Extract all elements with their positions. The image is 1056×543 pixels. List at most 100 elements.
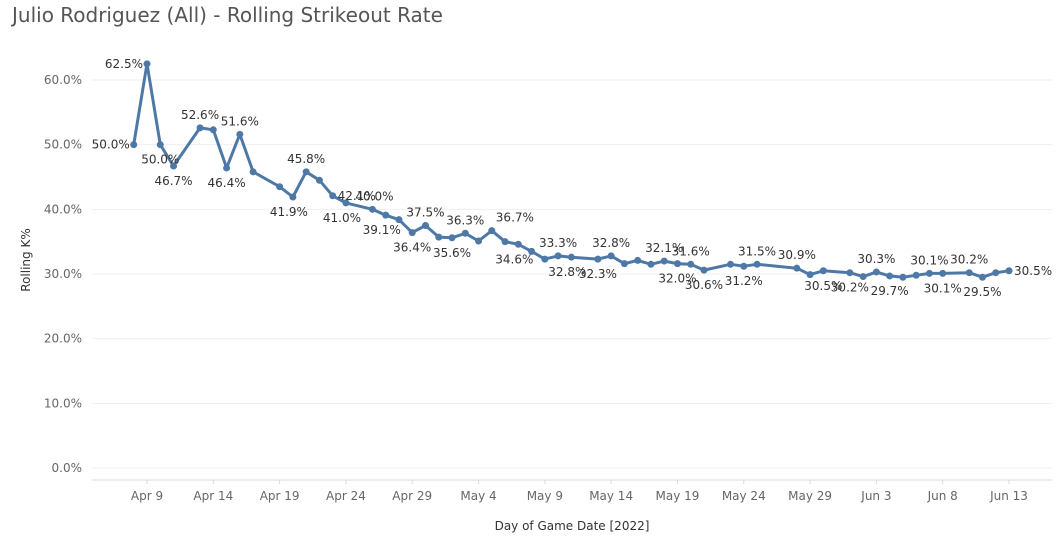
x-tick-label: May 9: [527, 489, 563, 503]
data-label: 45.8%: [287, 152, 325, 166]
data-point[interactable]: [965, 269, 973, 277]
data-point[interactable]: [249, 168, 257, 176]
data-point[interactable]: [673, 260, 681, 268]
data-point[interactable]: [846, 269, 854, 277]
data-point[interactable]: [541, 255, 549, 263]
data-point[interactable]: [819, 267, 827, 275]
data-point[interactable]: [886, 272, 894, 280]
data-point[interactable]: [1005, 267, 1013, 275]
x-tick-label: Jun 3: [860, 489, 891, 503]
data-point[interactable]: [156, 141, 164, 149]
x-tick-label: May 24: [722, 489, 766, 503]
data-point[interactable]: [793, 264, 801, 272]
data-point[interactable]: [727, 260, 735, 268]
data-point[interactable]: [528, 247, 536, 255]
data-label: 46.4%: [208, 176, 246, 190]
data-point[interactable]: [567, 253, 575, 261]
data-label: 32.3%: [579, 267, 617, 281]
data-point[interactable]: [647, 260, 655, 268]
data-point[interactable]: [872, 268, 880, 276]
data-label: 42.1%: [338, 189, 376, 203]
data-point[interactable]: [753, 260, 761, 268]
y-tick-label: 30.0%: [44, 267, 82, 281]
data-point[interactable]: [634, 256, 642, 264]
data-point[interactable]: [448, 234, 456, 242]
data-point[interactable]: [607, 252, 615, 260]
data-label: 29.5%: [963, 285, 1001, 299]
data-label: 36.4%: [393, 241, 431, 255]
data-point[interactable]: [315, 176, 323, 184]
data-point[interactable]: [992, 269, 1000, 277]
data-label: 30.3%: [857, 252, 895, 266]
data-point[interactable]: [130, 141, 138, 149]
x-axis: Apr 9 Apr 14 Apr 19 Apr 24 Apr 29 May 4 May 9 M…: [131, 480, 1028, 503]
x-tick-label: Apr 29: [392, 489, 432, 503]
data-point[interactable]: [700, 266, 708, 274]
data-points: [130, 60, 1013, 281]
x-tick-label: Jun 8: [927, 489, 958, 503]
data-point[interactable]: [806, 271, 814, 279]
data-point[interactable]: [209, 126, 217, 134]
data-label: 30.2%: [831, 281, 869, 295]
y-axis-title: Rolling K%: [19, 228, 33, 291]
data-label: 39.1%: [363, 223, 401, 237]
data-point[interactable]: [620, 260, 628, 268]
data-point[interactable]: [978, 273, 986, 281]
data-point[interactable]: [289, 193, 297, 201]
data-point[interactable]: [170, 162, 178, 170]
data-label: 31.6%: [672, 244, 710, 258]
data-labels: 50.0% 62.5% 50.0% 46.7% 52.6% 46.4% 51.6% 41.9%…: [92, 57, 1053, 299]
data-point[interactable]: [276, 183, 284, 191]
x-tick-label: Apr 19: [260, 489, 300, 503]
data-label: 33.3%: [539, 236, 577, 250]
data-label: 41.0%: [323, 211, 361, 225]
data-label: 30.1%: [910, 253, 948, 267]
data-label: 30.5%: [804, 279, 842, 293]
data-point[interactable]: [594, 255, 602, 263]
x-tick-label: May 14: [589, 489, 633, 503]
data-point[interactable]: [421, 222, 429, 229]
data-point[interactable]: [408, 229, 416, 237]
data-point[interactable]: [236, 130, 244, 138]
data-label: 29.7%: [871, 284, 909, 298]
data-point[interactable]: [435, 233, 443, 241]
y-tick-label: 20.0%: [44, 332, 82, 346]
data-point[interactable]: [223, 164, 231, 172]
data-point[interactable]: [687, 260, 695, 268]
data-point[interactable]: [329, 192, 337, 200]
data-point[interactable]: [475, 237, 483, 245]
data-label: 32.8%: [548, 265, 586, 279]
data-point[interactable]: [196, 124, 204, 132]
data-label: 32.1%: [645, 241, 683, 255]
data-point[interactable]: [660, 257, 668, 265]
y-axis: 0.0% 10.0% 20.0% 30.0% 40.0% 50.0% 60.0%: [44, 73, 82, 475]
data-label: 30.6%: [685, 278, 723, 292]
data-label: 35.6%: [433, 246, 471, 260]
data-point[interactable]: [342, 199, 350, 207]
data-point[interactable]: [143, 60, 151, 68]
data-point[interactable]: [554, 252, 562, 260]
data-point[interactable]: [488, 227, 496, 235]
x-tick-label: Apr 24: [326, 489, 366, 503]
data-point[interactable]: [939, 269, 947, 277]
x-tick-label: May 4: [460, 489, 496, 503]
data-point[interactable]: [899, 273, 907, 281]
data-point[interactable]: [514, 240, 522, 248]
data-label: 34.6%: [495, 252, 533, 266]
series-line-rolling-k: [132, 62, 1011, 279]
x-tick-label: Jun 13: [989, 489, 1028, 503]
y-tick-label: 50.0%: [44, 138, 82, 152]
data-point[interactable]: [925, 269, 933, 277]
data-point[interactable]: [302, 168, 310, 176]
data-point[interactable]: [382, 211, 390, 219]
data-point[interactable]: [368, 205, 376, 213]
data-label: 40.0%: [355, 189, 393, 203]
data-point[interactable]: [740, 262, 748, 270]
data-label: 62.5%: [105, 57, 143, 71]
data-point[interactable]: [859, 273, 867, 281]
data-point[interactable]: [395, 216, 403, 224]
data-point[interactable]: [461, 229, 469, 237]
y-tick-label: 10.0%: [44, 396, 82, 410]
data-point[interactable]: [501, 238, 509, 246]
data-point[interactable]: [912, 271, 920, 279]
